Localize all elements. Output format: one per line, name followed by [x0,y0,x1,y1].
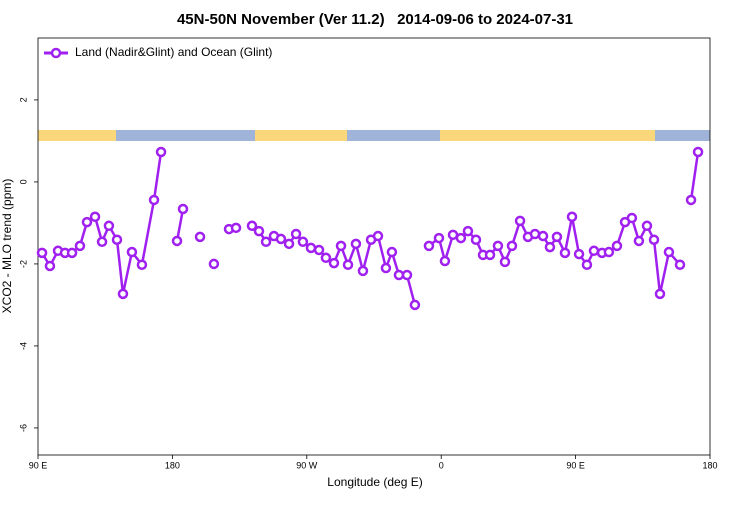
point [470,234,482,245]
point [499,256,511,268]
point [335,240,347,252]
point [350,238,362,250]
point [603,246,615,258]
y-tick-label: -2 [18,260,28,268]
point [148,194,160,206]
point [455,232,467,244]
point [111,234,123,245]
point [626,212,638,224]
point [633,235,645,247]
x-tick-label: 180 [165,460,180,470]
legend-marker [50,47,62,59]
point [126,246,138,258]
point [401,269,413,281]
point [74,240,86,252]
point [573,248,585,260]
y-axis-label: XCO2 - MLO trend (ppm) [0,179,14,314]
point [320,252,332,264]
point [89,211,101,223]
point [66,247,78,259]
point [103,220,115,232]
x-tick-label: 90 E [29,460,48,470]
point [136,259,148,270]
point [386,246,398,258]
point [36,247,48,259]
point [342,259,354,270]
point [117,288,129,300]
point [260,236,272,248]
point [208,258,220,270]
point [328,257,340,269]
point [484,249,496,261]
point [462,225,474,237]
point [171,235,183,247]
point [506,240,518,252]
point [663,246,675,258]
point [529,228,541,240]
point [654,288,666,300]
point [551,231,563,243]
point [648,234,660,245]
point [393,269,405,281]
point [155,146,167,158]
y-tick-label: -6 [18,424,28,432]
x-tick-label: 90 W [296,460,318,470]
point [544,241,556,253]
series-line [40,151,700,306]
legend: Land (Nadir&Glint) and Ocean (Glint) [44,45,272,59]
point [423,240,435,252]
y-tick-label: -4 [18,342,28,350]
point [194,231,206,243]
point [297,236,309,248]
point [433,232,445,244]
point [514,215,526,227]
point [177,203,189,215]
x-axis-label: Longitude (deg E) [327,475,422,489]
point [685,194,697,206]
point [588,245,600,257]
point [81,216,93,228]
chart-title: 45N-50N November (Ver 11.2) 2014-09-06 t… [177,11,573,28]
point [439,255,451,267]
point [246,220,258,232]
legend-label: Land (Nadir&Glint) and Ocean (Glint) [75,45,272,59]
point [581,259,593,270]
point [305,242,317,254]
point [559,247,571,259]
y-tick-label: 0 [18,179,28,184]
point [275,233,287,245]
x-tick-label: 0 [439,460,444,470]
point [409,299,421,311]
point [566,211,578,223]
map-strip [38,130,710,141]
point [357,265,369,277]
plot-frame [37,37,711,456]
point [44,260,56,272]
point [537,230,549,242]
point [380,262,392,274]
x-tick-label: 90 E [566,460,585,470]
point [313,244,325,256]
x-tick-label: 180 [702,460,717,470]
point [253,225,265,237]
point [283,238,295,250]
y-tick-label: 2 [18,97,28,102]
point [641,220,653,232]
point [290,228,302,240]
point [692,146,704,158]
point [492,240,504,252]
point [96,236,108,248]
point [230,222,242,234]
point [611,240,623,252]
point [372,230,384,242]
point [674,259,686,270]
